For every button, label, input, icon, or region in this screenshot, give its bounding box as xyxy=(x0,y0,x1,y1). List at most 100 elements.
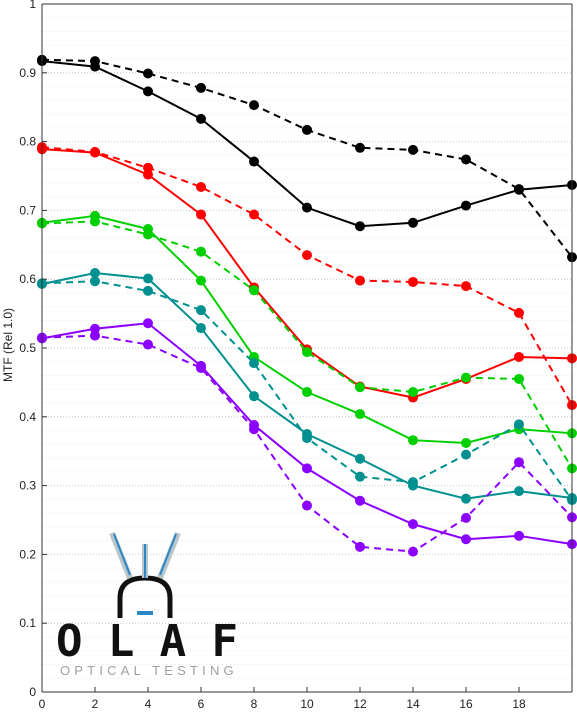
data-point xyxy=(302,500,312,511)
data-point xyxy=(90,56,100,67)
x-tick-label: 12 xyxy=(353,697,367,711)
y-axis-label: MTF (Rel 1.0) xyxy=(1,308,15,382)
axes xyxy=(41,3,573,693)
y-tick-label: 0.6 xyxy=(19,272,36,286)
data-point xyxy=(90,216,100,227)
data-point xyxy=(249,358,259,369)
data-point xyxy=(514,351,524,362)
logo-ray-right xyxy=(157,531,181,580)
logo-ray-left xyxy=(109,531,133,580)
y-tick-label: 1 xyxy=(29,0,36,11)
data-point xyxy=(461,449,471,460)
data-point xyxy=(461,437,471,448)
y-tick-label: 0.1 xyxy=(19,616,36,630)
y-tick-label: 0.9 xyxy=(19,66,36,80)
data-point xyxy=(302,250,312,261)
data-point xyxy=(143,273,153,284)
data-point xyxy=(143,68,153,79)
x-tick-label: 14 xyxy=(406,697,420,711)
y-tick-label: 0.3 xyxy=(19,479,36,493)
data-point xyxy=(302,202,312,213)
data-point xyxy=(302,124,312,135)
x-tick-label: 0 xyxy=(39,697,46,711)
x-tick-label: 6 xyxy=(198,697,205,711)
y-tick-label: 0.2 xyxy=(19,547,36,561)
data-point xyxy=(90,323,100,334)
data-point xyxy=(355,453,365,464)
x-tick-label: 8 xyxy=(251,697,258,711)
data-point xyxy=(196,362,206,373)
data-point xyxy=(408,144,418,155)
data-point xyxy=(408,276,418,287)
data-point xyxy=(514,419,524,430)
data-point xyxy=(408,477,418,488)
y-tick-label: 0.7 xyxy=(19,203,36,217)
logo-lens-bar xyxy=(137,611,153,615)
x-tick-label: 16 xyxy=(459,697,473,711)
series-9 xyxy=(37,330,577,557)
data-point xyxy=(355,221,365,232)
series-3 xyxy=(37,142,577,411)
data-point xyxy=(514,184,524,195)
data-point xyxy=(514,457,524,468)
data-point xyxy=(461,372,471,383)
data-point xyxy=(249,100,259,111)
logo-beam-left xyxy=(113,533,131,576)
data-point xyxy=(461,512,471,523)
data-point xyxy=(514,373,524,384)
data-point xyxy=(355,409,365,420)
logo-beam-right xyxy=(159,533,177,576)
data-point xyxy=(355,382,365,393)
data-point xyxy=(514,530,524,541)
data-point xyxy=(196,82,206,93)
data-point xyxy=(90,268,100,279)
x-tick-label: 18 xyxy=(512,697,526,711)
data-point xyxy=(408,387,418,398)
data-point xyxy=(461,493,471,504)
data-point xyxy=(143,285,153,296)
data-point xyxy=(302,463,312,474)
data-point xyxy=(249,285,259,296)
data-point xyxy=(514,307,524,318)
data-point xyxy=(408,435,418,446)
data-point xyxy=(143,318,153,329)
x-tick-label: 2 xyxy=(92,697,99,711)
data-point xyxy=(143,162,153,173)
data-point xyxy=(196,182,206,193)
data-point xyxy=(196,113,206,124)
data-point xyxy=(408,217,418,228)
data-point xyxy=(461,154,471,165)
data-point xyxy=(143,169,153,180)
data-point xyxy=(408,519,418,530)
data-point xyxy=(302,347,312,358)
data-point xyxy=(143,229,153,240)
logo-tagline: OPTICAL TESTING xyxy=(60,663,238,678)
data-point xyxy=(461,281,471,292)
data-point xyxy=(249,391,259,402)
tick-labels: 00.10.20.30.40.50.60.70.80.910 2 4 6 8 10 12 14… xyxy=(19,0,526,711)
data-point xyxy=(196,323,206,334)
series-7 xyxy=(37,276,577,506)
data-point xyxy=(249,424,259,435)
series-line xyxy=(41,220,573,469)
data-point xyxy=(355,275,365,286)
data-point xyxy=(90,276,100,287)
data-point xyxy=(90,146,100,157)
data-point xyxy=(90,330,100,341)
data-point xyxy=(355,142,365,153)
data-point xyxy=(249,156,259,167)
data-point xyxy=(461,534,471,545)
data-point xyxy=(196,305,206,316)
y-tick-label: 0 xyxy=(29,685,36,699)
data-point xyxy=(196,209,206,220)
y-tick-label: 0.4 xyxy=(19,410,36,424)
data-point xyxy=(196,246,206,257)
data-point xyxy=(143,86,153,97)
x-tick-label: 10 xyxy=(300,697,314,711)
x-tick-label: 4 xyxy=(145,697,152,711)
data-point xyxy=(249,209,259,220)
data-point xyxy=(143,339,153,350)
data-point xyxy=(302,387,312,398)
series-group xyxy=(37,54,577,557)
